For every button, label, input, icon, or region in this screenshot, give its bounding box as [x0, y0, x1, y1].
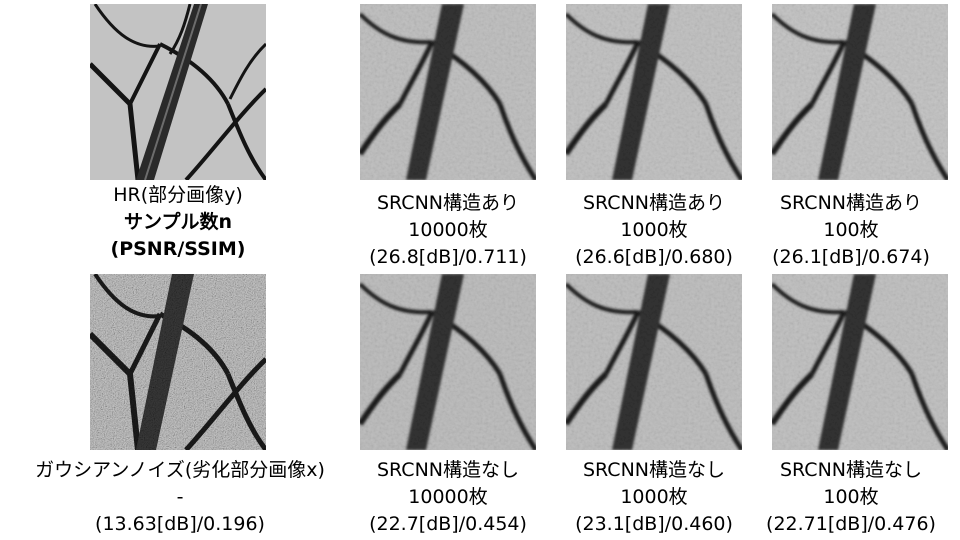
result-caption-sample-count: 100枚	[823, 219, 879, 241]
result-caption-top-1: SRCNN構造あり 10000枚 (26.8[dB]/0.711)	[330, 190, 566, 271]
result-caption-method: SRCNN構造なし	[376, 459, 519, 481]
noisy-caption: ガウシアンノイズ(劣化部分画像x) - (13.63[dB]/0.196)	[12, 457, 348, 538]
result-caption-sample-count: 100枚	[823, 486, 879, 508]
noisy-caption-sample-count: -	[176, 486, 184, 508]
result-image-top-3	[772, 4, 948, 180]
result-caption-method: SRCNN構造あり	[376, 192, 519, 214]
result-caption-metric: (26.6[dB]/0.680)	[575, 246, 733, 268]
result-caption-top-2: SRCNN構造あり 1000枚 (26.6[dB]/0.680)	[536, 190, 772, 271]
result-caption-sample-count: 1000枚	[620, 486, 688, 508]
result-caption-metric: (22.7[dB]/0.454)	[369, 513, 527, 535]
hr-caption-sample-count: サンプル数n	[124, 211, 232, 233]
hr-caption: HR(部分画像y) サンプル数n (PSNR/SSIM)	[60, 182, 296, 263]
noisy-caption-title: ガウシアンノイズ(劣化部分画像x)	[35, 459, 325, 481]
result-caption-sample-count: 10000枚	[408, 219, 488, 241]
result-caption-method: SRCNN構造なし	[582, 459, 725, 481]
hr-caption-metric: (PSNR/SSIM)	[110, 238, 246, 260]
result-image-bottom-1	[360, 274, 536, 450]
result-caption-bottom-3: SRCNN構造なし 100枚 (22.71[dB]/0.476)	[742, 457, 960, 538]
result-image-bottom-2	[566, 274, 742, 450]
result-image-bottom-3	[772, 274, 948, 450]
result-caption-bottom-2: SRCNN構造なし 1000枚 (23.1[dB]/0.460)	[536, 457, 772, 538]
noisy-image	[90, 274, 266, 450]
result-caption-bottom-1: SRCNN構造なし 10000枚 (22.7[dB]/0.454)	[330, 457, 566, 538]
hr-caption-title: HR(部分画像y)	[113, 184, 243, 206]
result-caption-sample-count: 10000枚	[408, 486, 488, 508]
result-caption-metric: (26.8[dB]/0.711)	[369, 246, 527, 268]
result-caption-method: SRCNN構造あり	[779, 192, 922, 214]
hr-image	[90, 4, 266, 180]
noisy-caption-metric: (13.63[dB]/0.196)	[95, 513, 265, 535]
result-caption-sample-count: 1000枚	[620, 219, 688, 241]
result-image-top-1	[360, 4, 536, 180]
result-caption-method: SRCNN構造なし	[779, 459, 922, 481]
result-caption-metric: (22.71[dB]/0.476)	[766, 513, 936, 535]
result-caption-metric: (26.1[dB]/0.674)	[772, 246, 930, 268]
result-caption-top-3: SRCNN構造あり 100枚 (26.1[dB]/0.674)	[742, 190, 960, 271]
result-caption-metric: (23.1[dB]/0.460)	[575, 513, 733, 535]
result-image-top-2	[566, 4, 742, 180]
result-caption-method: SRCNN構造あり	[582, 192, 725, 214]
